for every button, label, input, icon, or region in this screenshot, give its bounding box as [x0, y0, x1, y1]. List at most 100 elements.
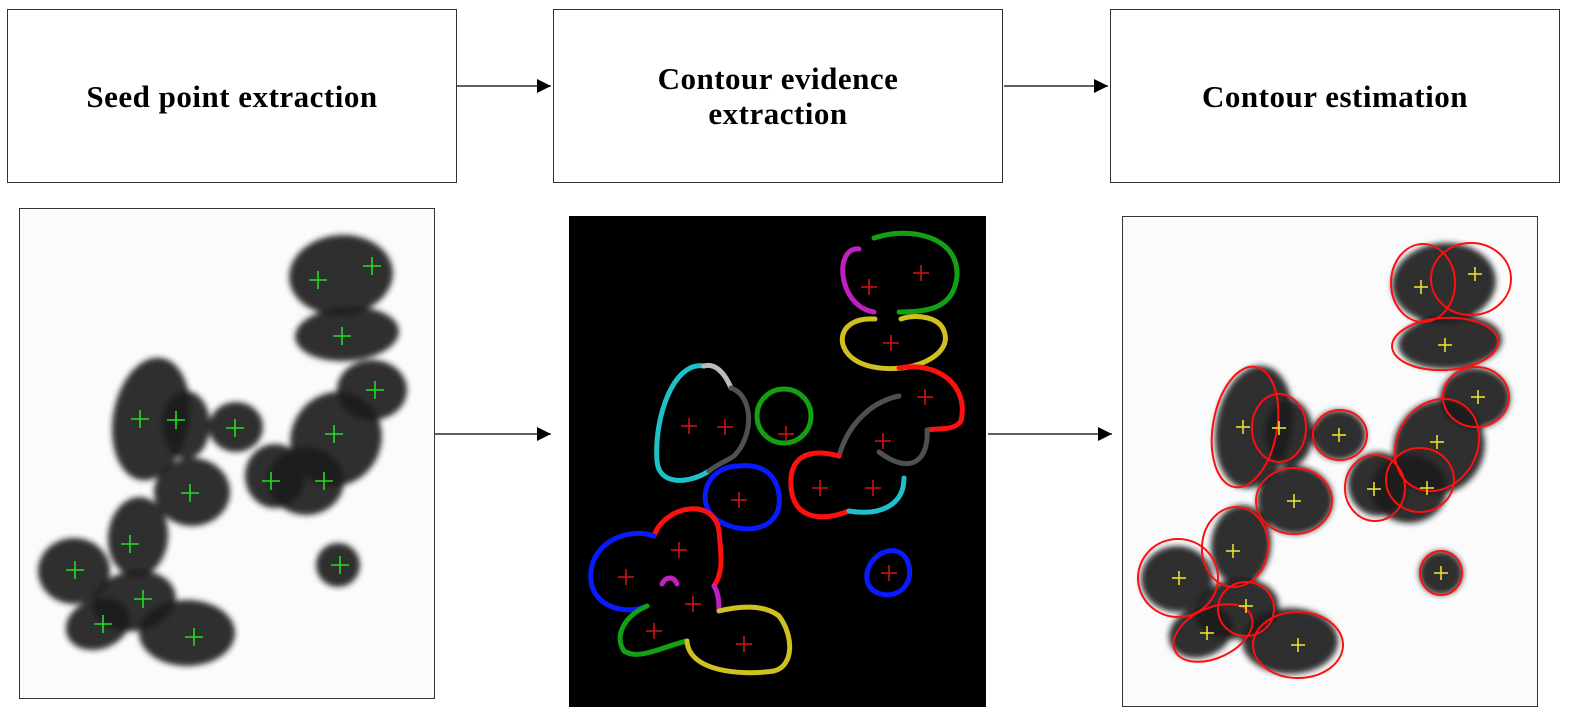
seed-marker	[1239, 599, 1253, 613]
seed-marker	[671, 542, 687, 558]
seed-marker	[618, 569, 634, 585]
grain-blobs	[38, 234, 407, 666]
contour-evidence-segment	[701, 362, 734, 391]
seed-points-image	[38, 234, 407, 666]
seed-marker	[1272, 421, 1286, 435]
seed-marker	[778, 426, 794, 442]
contour-evidence-segment	[871, 230, 960, 315]
seed-marker	[881, 565, 897, 581]
grain-blob	[1210, 505, 1272, 585]
seed-marker	[736, 636, 752, 652]
fitted-ellipse	[1172, 603, 1254, 663]
seed-marker	[366, 381, 384, 399]
fitted-ellipse	[1251, 393, 1307, 463]
seed-marker	[262, 472, 280, 490]
seed-marker	[333, 327, 351, 345]
contour-evidence-segment	[588, 530, 657, 613]
grain-blob	[107, 497, 169, 577]
seed-marker	[131, 410, 149, 428]
fitted-ellipse	[1312, 409, 1368, 461]
seed-marker	[1287, 494, 1301, 508]
contour-evidence-segment	[846, 475, 907, 515]
seed-marker	[1414, 280, 1428, 294]
contour-evidence-segment	[654, 363, 712, 483]
seed-marker	[66, 561, 84, 579]
fitted-ellipse	[1252, 611, 1344, 679]
fitted-ellipse	[1137, 538, 1219, 618]
fitted-ellipse	[1391, 316, 1499, 372]
grain-blob	[1398, 314, 1502, 370]
seed-marker	[883, 335, 899, 351]
seed-marker	[181, 484, 199, 502]
stage-label-contour-evidence-extraction: Contour evidence extraction	[657, 61, 899, 131]
seed-marker	[1471, 390, 1485, 404]
seed-marker	[94, 615, 112, 633]
seed-marker	[1438, 338, 1452, 352]
grain-blob	[139, 600, 235, 666]
seed-marker	[226, 419, 244, 437]
seed-marker	[812, 480, 828, 496]
seed-marker	[1420, 481, 1434, 495]
grain-blob	[154, 458, 230, 526]
seed-marker	[913, 265, 929, 281]
fitted-ellipse	[1430, 242, 1512, 316]
fitted-ellipse	[1344, 454, 1406, 522]
seed-marker	[185, 628, 203, 646]
grain-blob	[295, 306, 399, 362]
seed-marker	[309, 271, 327, 289]
stage-label-contour-estimation: Contour estimation	[1202, 78, 1468, 114]
grain-blob	[1265, 399, 1313, 467]
contour-evidence-segment	[684, 604, 793, 676]
seed-marker	[121, 535, 139, 553]
image-panel-contour-evidence	[569, 216, 986, 707]
grain-blob	[1392, 242, 1496, 324]
seed-marker	[315, 472, 333, 490]
seed-marker	[1291, 638, 1305, 652]
fitted-ellipse	[1217, 581, 1275, 637]
seed-marker	[167, 411, 185, 429]
contour-evidence-segment	[896, 364, 965, 433]
seed-marker	[685, 596, 701, 612]
contour-evidence-segment	[702, 463, 782, 532]
seed-marker	[865, 480, 881, 496]
grain-blob	[1257, 466, 1333, 534]
contour-evidence-segment	[754, 386, 814, 446]
seed-marker	[1236, 420, 1250, 434]
fitted-ellipse	[1385, 447, 1455, 513]
seed-marker	[1434, 566, 1448, 580]
fitted-ellipse	[1210, 365, 1280, 489]
seed-marker	[1430, 435, 1444, 449]
fitted-ellipse	[1393, 397, 1481, 493]
stage-box-contour-estimation: Contour estimation	[1110, 9, 1560, 183]
seed-marker	[325, 425, 343, 443]
fitted-ellipse	[1419, 550, 1463, 596]
seed-marker	[1200, 626, 1214, 640]
contour-evidence-segment	[836, 393, 902, 459]
seed-marker	[1468, 267, 1482, 281]
contour-evidence-segment	[864, 548, 913, 598]
seed-marker	[363, 257, 381, 275]
image-panel-contour-estimation	[1122, 216, 1538, 707]
grain-blob	[38, 538, 110, 604]
grain-blob	[1141, 546, 1213, 612]
contour-evidence-segment	[788, 450, 852, 520]
fitted-ellipse	[1442, 366, 1510, 428]
contour-evidence-segment	[659, 575, 680, 587]
contour-evidence-segment	[840, 246, 877, 315]
contour-evidence-segment	[711, 583, 722, 614]
seed-marker	[1367, 482, 1381, 496]
contour-evidence-segment	[651, 506, 724, 589]
seed-marker	[731, 492, 747, 508]
seed-marker	[1172, 571, 1186, 585]
stage-label-seed-point-extraction: Seed point extraction	[86, 78, 378, 114]
contour-estimation-image	[1137, 242, 1512, 679]
grain-blob	[162, 391, 210, 459]
seed-marker	[1226, 544, 1240, 558]
fitted-ellipse	[1255, 467, 1333, 535]
grain-blob	[209, 402, 263, 452]
grain-blob	[1168, 605, 1234, 659]
stage-box-contour-evidence-extraction: Contour evidence extraction	[553, 9, 1003, 183]
seed-marker	[646, 623, 662, 639]
seed-marker	[681, 418, 697, 434]
